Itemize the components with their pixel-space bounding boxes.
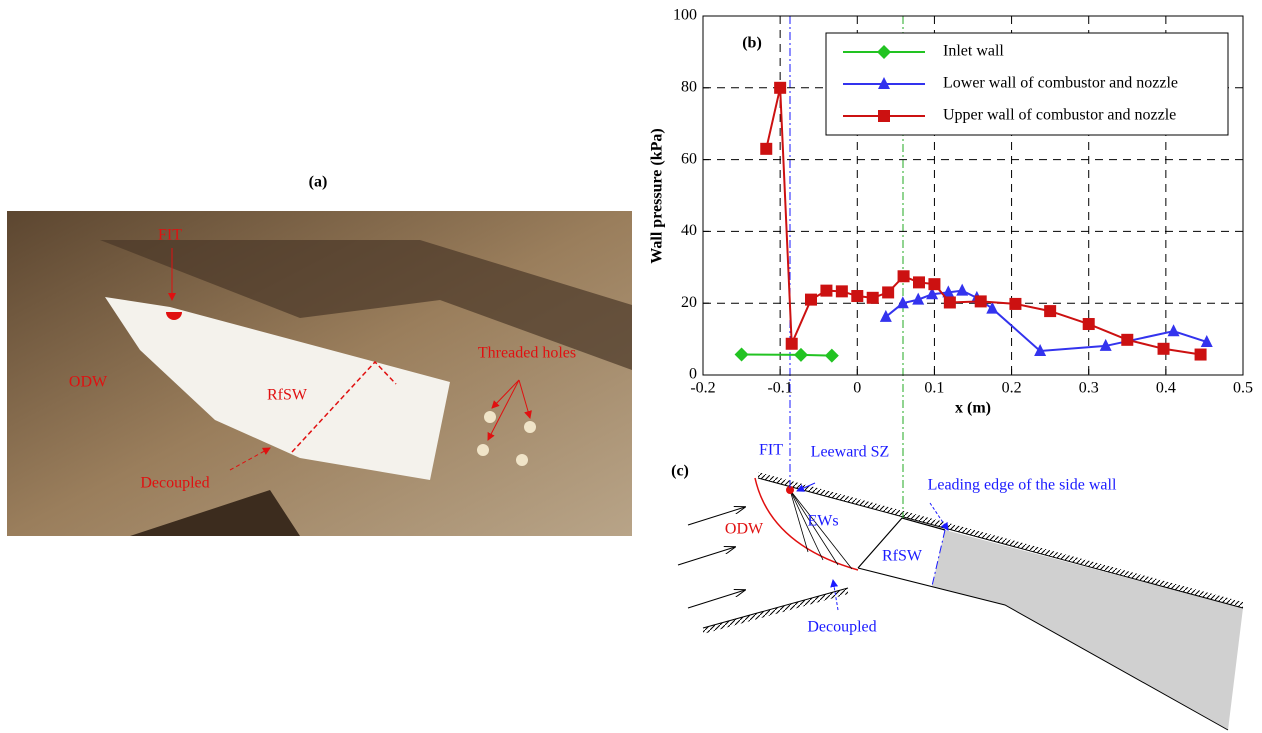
figure: (a) FIT ODW RfSW Threaded holes Decouple… [0,0,1262,733]
x-tick-label: 0.4 [1156,380,1176,397]
annotation: Decoupled [807,619,876,636]
marker [880,310,892,322]
x-tick-label: 0.2 [1002,380,1022,397]
marker [1083,318,1095,330]
marker [1195,349,1207,361]
marker [928,278,940,290]
annotation: FIT [759,442,783,459]
annotation: ODW [725,521,764,538]
photo-panel: (a) FIT ODW RfSW Threaded holes Decouple… [7,174,632,536]
marker [867,292,879,304]
y-tick-label: 60 [681,150,697,167]
annotation: EWs [807,513,838,530]
y-tick-label: 20 [681,294,697,311]
panel-label: (a) [309,174,328,191]
marker [1158,343,1170,355]
hole [484,411,496,423]
marker [913,276,925,288]
x-axis-label: x (m) [955,400,991,417]
marker [882,286,894,298]
y-axis-label: Wall pressure (kPa) [649,128,666,263]
marker [1168,324,1180,336]
flow-arrow [678,547,735,565]
annotation: Decoupled [140,475,209,492]
x-tick-label: -0.1 [767,380,792,397]
marker [825,349,839,363]
annotation: FIT [158,227,182,244]
marker [805,294,817,306]
legend-label: Upper wall of combustor and nozzle [943,107,1176,124]
chart-panel: (b) x (m) Wall pressure (kPa) 0 20 40 60 80 1… [649,7,1253,417]
marker [944,296,956,308]
annotation: Leading edge of the side wall [928,477,1117,494]
annotation: RfSW [267,387,308,404]
marker [1121,334,1133,346]
marker [735,348,749,362]
flow-arrow [688,590,745,608]
x-tick-label: 0 [853,380,861,397]
hole [524,421,536,433]
x-tick-label: 0.5 [1233,380,1253,397]
panel-label: (b) [742,35,762,52]
annotation: RfSW [882,548,923,565]
legend-label: Inlet wall [943,43,1004,60]
marker [760,143,772,155]
hole [477,444,489,456]
series-line [742,355,832,356]
marker [851,290,863,302]
marker [898,270,910,282]
y-tick-label: 100 [673,7,697,24]
marker [878,110,890,122]
marker [774,82,786,94]
legend-label: Lower wall of combustor and nozzle [943,75,1178,92]
panel-label: (c) [671,463,689,480]
annotation: Leeward SZ [811,444,890,461]
y-tick-label: 40 [681,222,697,239]
marker [956,284,968,296]
marker [820,285,832,297]
marker [786,338,798,350]
annotation: ODW [69,374,108,391]
marker [794,348,808,362]
marker [836,285,848,297]
y-tick-label: 80 [681,78,697,95]
x-tick-label: 0.1 [924,380,944,397]
hole [516,454,528,466]
x-tick-label: -0.2 [690,380,715,397]
x-tick-label: 0.3 [1079,380,1099,397]
marker [1044,305,1056,317]
marker [975,295,987,307]
annotation: Threaded holes [478,345,576,362]
marker [1009,298,1021,310]
side-wall [932,530,1243,730]
